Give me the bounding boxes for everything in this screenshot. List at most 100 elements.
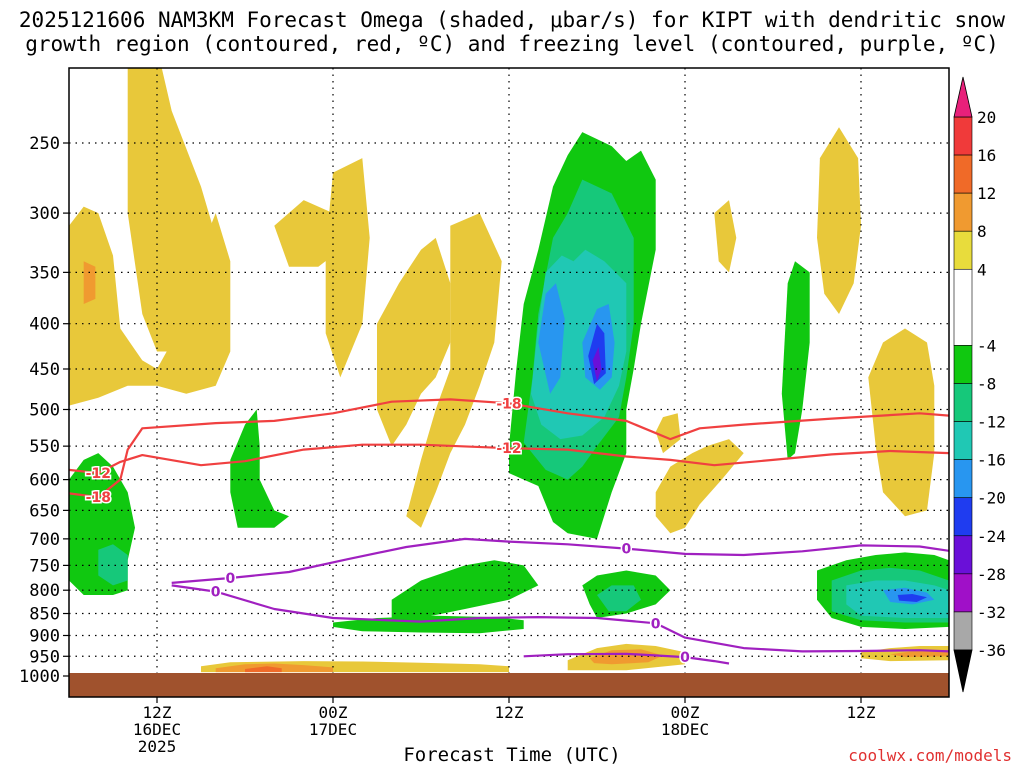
colorbar-label: 8 xyxy=(977,222,987,241)
contour-label: 0 xyxy=(225,571,235,587)
omega-region xyxy=(714,200,737,273)
y-tick-label: 650 xyxy=(29,501,60,521)
x-tick-label: 12Z xyxy=(495,703,524,722)
y-tick-label: 500 xyxy=(29,401,60,421)
omega-region xyxy=(781,261,810,460)
contour-label: -12 xyxy=(496,441,521,457)
x-tick-label: 2025 xyxy=(138,737,177,756)
omega-region xyxy=(538,283,565,394)
omega-region xyxy=(377,237,451,447)
contour-line xyxy=(69,398,949,499)
colorbar-label: 16 xyxy=(977,146,996,165)
omega-shading xyxy=(69,68,949,673)
omega-region xyxy=(817,127,861,314)
colorbar-swatch xyxy=(953,383,973,422)
y-tick-label: 350 xyxy=(29,263,60,283)
colorbar-label: -12 xyxy=(977,413,1006,432)
colorbar-swatch xyxy=(953,154,973,194)
colorbar-swatch xyxy=(953,573,973,613)
y-tick-label: 850 xyxy=(29,605,60,625)
omega-region xyxy=(69,206,231,406)
contour-label: -18 xyxy=(496,396,521,412)
colorbar-swatch xyxy=(953,497,973,537)
x-axis-title: Forecast Time (UTC) xyxy=(403,744,621,766)
colorbar-swatch xyxy=(953,116,973,156)
credit-link[interactable]: coolwx.com/models xyxy=(848,746,1012,765)
colorbar-label: 12 xyxy=(977,184,996,203)
colorbar-label: 20 xyxy=(977,108,996,127)
omega-region xyxy=(98,544,128,586)
contour-label: -18 xyxy=(86,490,111,506)
omega-region xyxy=(406,213,502,528)
omega-region xyxy=(230,409,289,528)
vertical-gridlines xyxy=(156,68,862,697)
colorbar-swatch xyxy=(953,268,973,346)
colorbar-label: -20 xyxy=(977,489,1006,508)
x-tick-label: 16DEC xyxy=(133,720,181,739)
contour-label: 0 xyxy=(621,542,631,558)
contour-label: 0 xyxy=(680,650,690,666)
colorbar-label: 4 xyxy=(977,260,987,279)
y-tick-label: 600 xyxy=(29,471,60,491)
colorbar-arrow-top xyxy=(953,76,973,118)
chart-title-line1: 2025121606 NAM3KM Forecast Omega (shaded… xyxy=(18,8,1006,32)
omega-region xyxy=(274,200,333,267)
chart-title-line2: growth region (contoured, red, ºC) and f… xyxy=(25,32,999,56)
y-tick-label: 400 xyxy=(29,315,60,335)
omega-region xyxy=(655,439,744,534)
x-tick-label: 12Z xyxy=(143,703,172,722)
contour-line xyxy=(523,652,730,665)
omega-region xyxy=(127,68,223,352)
omega-region xyxy=(83,261,96,304)
x-tick-label: 12Z xyxy=(847,703,876,722)
colorbar-swatch xyxy=(953,230,973,270)
colorbar-label: -36 xyxy=(977,641,1006,660)
omega-region xyxy=(655,413,681,454)
y-tick-label: 550 xyxy=(29,437,60,457)
y-axis: 2503003504004505005506006507007508008509… xyxy=(19,134,69,687)
y-tick-label: 450 xyxy=(29,360,60,380)
x-tick-label: 00Z xyxy=(319,703,348,722)
y-tick-label: 900 xyxy=(29,626,60,646)
colorbar: 20 16 12 8 4 -4 -8 -12 -16 -20 -24 -28 -32 -36 xyxy=(953,76,1006,693)
omega-region xyxy=(592,347,602,382)
omega-region xyxy=(868,328,935,517)
contour-line xyxy=(171,584,949,653)
colorbar-swatch xyxy=(953,535,973,575)
contour-line xyxy=(171,537,949,584)
colorbar-swatch xyxy=(953,611,973,651)
y-tick-label: 1000 xyxy=(19,667,60,687)
contour-label: 0 xyxy=(211,585,221,601)
contour-line xyxy=(69,443,949,475)
colorbar-swatch xyxy=(953,421,973,460)
x-tick-label: 17DEC xyxy=(309,720,357,739)
y-tick-label: 950 xyxy=(29,647,60,667)
colorbar-swatch xyxy=(953,192,973,232)
omega-region xyxy=(391,560,539,623)
colorbar-label: -4 xyxy=(977,336,996,355)
omega-region xyxy=(597,585,641,612)
colorbar-label: -24 xyxy=(977,527,1006,546)
colorbar-swatch xyxy=(953,459,973,499)
contour-label: 0 xyxy=(651,616,661,632)
omega-region xyxy=(897,594,927,602)
y-tick-label: 750 xyxy=(29,556,60,576)
y-tick-label: 700 xyxy=(29,530,60,550)
x-tick-label: 00Z xyxy=(671,703,700,722)
colorbar-label: -28 xyxy=(977,565,1006,584)
x-tick-label: 18DEC xyxy=(661,720,709,739)
colorbar-label: -16 xyxy=(977,451,1006,470)
y-tick-label: 250 xyxy=(29,134,60,154)
colorbar-swatch xyxy=(953,345,973,384)
y-tick-label: 300 xyxy=(29,204,60,224)
terrain-bar xyxy=(69,673,949,697)
omega-region xyxy=(245,666,282,673)
colorbar-arrow-bottom xyxy=(953,649,973,693)
y-tick-label: 800 xyxy=(29,581,60,601)
contour-label: -12 xyxy=(86,466,111,482)
colorbar-label: -8 xyxy=(977,375,996,394)
colorbar-label: -32 xyxy=(977,603,1006,622)
